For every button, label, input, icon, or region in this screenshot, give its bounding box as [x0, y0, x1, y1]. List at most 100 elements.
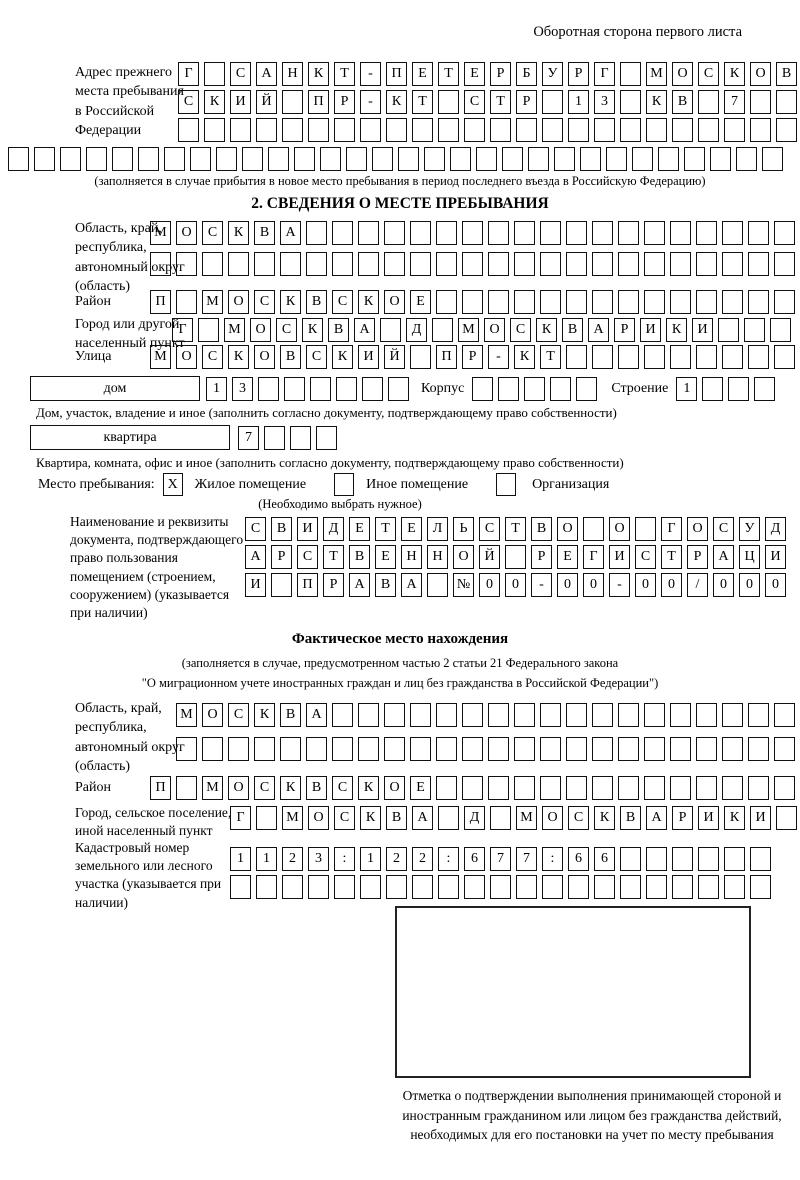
char-cell[interactable] [566, 737, 587, 761]
char-cell[interactable]: И [609, 545, 630, 569]
char-cell[interactable] [514, 290, 535, 314]
char-cell[interactable] [566, 252, 587, 276]
char-cell[interactable]: 0 [635, 573, 656, 597]
char-cell[interactable] [358, 737, 379, 761]
char-cell[interactable] [774, 776, 795, 800]
char-cell[interactable]: О [228, 776, 249, 800]
char-cell[interactable]: 2 [282, 847, 303, 871]
char-cell[interactable]: Р [516, 90, 537, 114]
char-cell[interactable] [620, 847, 641, 871]
char-cell[interactable] [514, 737, 535, 761]
char-cell[interactable] [436, 290, 457, 314]
char-cell[interactable] [198, 318, 219, 342]
char-cell[interactable] [410, 737, 431, 761]
char-cell[interactable]: С [254, 776, 275, 800]
char-cell[interactable]: В [306, 290, 327, 314]
char-cell[interactable]: П [150, 290, 171, 314]
char-cell[interactable] [60, 147, 81, 171]
char-cell[interactable] [490, 875, 511, 899]
char-cell[interactable] [540, 252, 561, 276]
char-cell[interactable]: Н [282, 62, 303, 86]
char-cell[interactable]: А [280, 221, 301, 245]
char-cell[interactable] [176, 776, 197, 800]
char-cell[interactable] [696, 703, 717, 727]
char-cell[interactable] [488, 252, 509, 276]
char-cell[interactable]: У [739, 517, 760, 541]
char-cell[interactable] [254, 737, 275, 761]
char-cell[interactable]: К [332, 345, 353, 369]
char-cell[interactable] [748, 221, 769, 245]
char-cell[interactable] [472, 376, 494, 401]
char-cell[interactable]: К [358, 290, 379, 314]
char-cell[interactable] [256, 118, 277, 142]
char-cell[interactable] [770, 318, 791, 342]
char-cell[interactable] [284, 376, 305, 401]
char-cell[interactable] [566, 776, 587, 800]
char-cell[interactable] [644, 737, 665, 761]
char-cell[interactable] [684, 147, 705, 171]
char-cell[interactable] [618, 221, 639, 245]
char-cell[interactable]: С [254, 290, 275, 314]
char-cell[interactable] [202, 737, 223, 761]
char-cell[interactable]: 7 [724, 90, 745, 114]
char-cell[interactable] [498, 376, 520, 401]
char-cell[interactable] [618, 252, 639, 276]
char-cell[interactable] [696, 776, 717, 800]
char-cell[interactable]: 1 [676, 376, 698, 401]
char-cell[interactable] [774, 737, 795, 761]
char-cell[interactable]: О [557, 517, 578, 541]
char-cell[interactable] [242, 147, 263, 171]
char-cell[interactable] [724, 875, 745, 899]
char-cell[interactable]: П [308, 90, 329, 114]
char-cell[interactable] [594, 875, 615, 899]
char-cell[interactable] [488, 290, 509, 314]
char-cell[interactable]: О [484, 318, 505, 342]
char-cell[interactable]: - [531, 573, 552, 597]
char-cell[interactable]: Н [427, 545, 448, 569]
char-cell[interactable]: Ь [453, 517, 474, 541]
char-cell[interactable]: 6 [594, 847, 615, 871]
char-cell[interactable]: Е [349, 517, 370, 541]
char-cell[interactable] [698, 875, 719, 899]
char-cell[interactable] [384, 252, 405, 276]
char-cell[interactable] [282, 118, 303, 142]
char-cell[interactable] [384, 221, 405, 245]
char-cell[interactable] [438, 875, 459, 899]
char-cell[interactable] [774, 221, 795, 245]
char-cell[interactable]: 1 [568, 90, 589, 114]
char-cell[interactable]: В [776, 62, 797, 86]
char-cell[interactable] [360, 875, 381, 899]
char-cell[interactable]: С [245, 517, 266, 541]
char-cell[interactable]: И [297, 517, 318, 541]
char-cell[interactable] [306, 737, 327, 761]
char-cell[interactable] [724, 118, 745, 142]
char-cell[interactable]: 1 [206, 376, 227, 401]
char-cell[interactable] [748, 252, 769, 276]
char-cell[interactable]: Р [687, 545, 708, 569]
char-cell[interactable] [594, 118, 615, 142]
char-cell[interactable]: Г [661, 517, 682, 541]
char-cell[interactable]: С [306, 345, 327, 369]
char-cell[interactable] [254, 252, 275, 276]
char-cell[interactable] [112, 147, 133, 171]
char-cell[interactable] [346, 147, 367, 171]
char-cell[interactable] [358, 703, 379, 727]
char-cell[interactable] [462, 703, 483, 727]
char-cell[interactable] [566, 703, 587, 727]
char-cell[interactable] [568, 118, 589, 142]
char-cell[interactable]: С [202, 221, 223, 245]
char-cell[interactable] [540, 290, 561, 314]
char-cell[interactable] [488, 737, 509, 761]
char-cell[interactable] [524, 376, 546, 401]
char-cell[interactable] [620, 118, 641, 142]
char-cell[interactable]: К [666, 318, 687, 342]
char-cell[interactable] [722, 345, 743, 369]
char-cell[interactable] [438, 118, 459, 142]
char-cell[interactable] [358, 221, 379, 245]
char-cell[interactable] [271, 573, 292, 597]
char-cell[interactable] [620, 90, 641, 114]
char-cell[interactable]: О [453, 545, 474, 569]
char-cell[interactable] [178, 118, 199, 142]
char-cell[interactable] [258, 376, 279, 401]
char-cell[interactable]: Г [583, 545, 604, 569]
